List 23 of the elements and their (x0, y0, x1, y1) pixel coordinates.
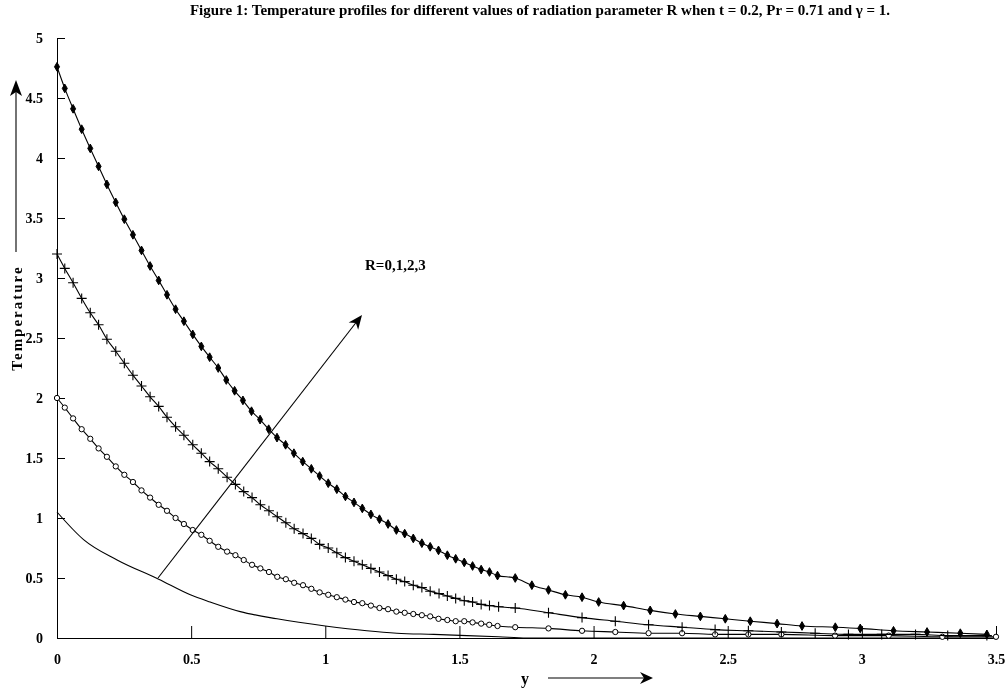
x-tick-label: 3 (858, 651, 866, 667)
y-tick-label: 4 (36, 150, 43, 166)
x-tick-label: 2.5 (719, 651, 737, 667)
y-tick-label: 1 (36, 510, 43, 526)
x-tick-label: 2 (590, 651, 598, 667)
y-tick-label: 0.5 (25, 570, 43, 586)
x-tick-label: 3.5 (987, 651, 1006, 667)
y-tick-label: 4.5 (25, 90, 43, 106)
y-tick-label: 0 (36, 630, 43, 646)
y-tick-label: 1.5 (25, 450, 43, 466)
chart-title: Figure 1: Temperature profiles for different values of radiation parameter R when t = 0.2, Pr = 0.71 and γ = 1. (189, 2, 891, 18)
y-tick-label: 3 (36, 270, 43, 286)
y-tick-label: 5 (36, 30, 43, 46)
x-tick-label: 1.5 (451, 651, 469, 667)
y-tick-label: 3.5 (25, 210, 43, 226)
y-axis-title: Temperature (9, 265, 25, 371)
annotation: R=0,1,2,3 (365, 257, 426, 273)
x-tick-label: 0.5 (182, 651, 201, 667)
x-tick-label: 1 (322, 651, 330, 667)
y-tick-label: 2.5 (25, 330, 43, 346)
x-tick-label: 0 (54, 651, 61, 667)
x-axis-title: y (521, 670, 529, 688)
y-tick-label: 2 (36, 390, 43, 406)
